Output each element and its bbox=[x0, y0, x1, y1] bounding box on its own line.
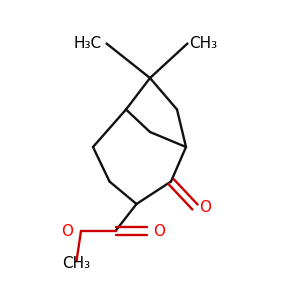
Text: H₃C: H₃C bbox=[74, 36, 102, 51]
Text: O: O bbox=[200, 200, 211, 214]
Text: O: O bbox=[61, 224, 74, 238]
Text: CH₃: CH₃ bbox=[189, 36, 217, 51]
Text: O: O bbox=[153, 224, 165, 238]
Text: CH₃: CH₃ bbox=[62, 256, 91, 272]
